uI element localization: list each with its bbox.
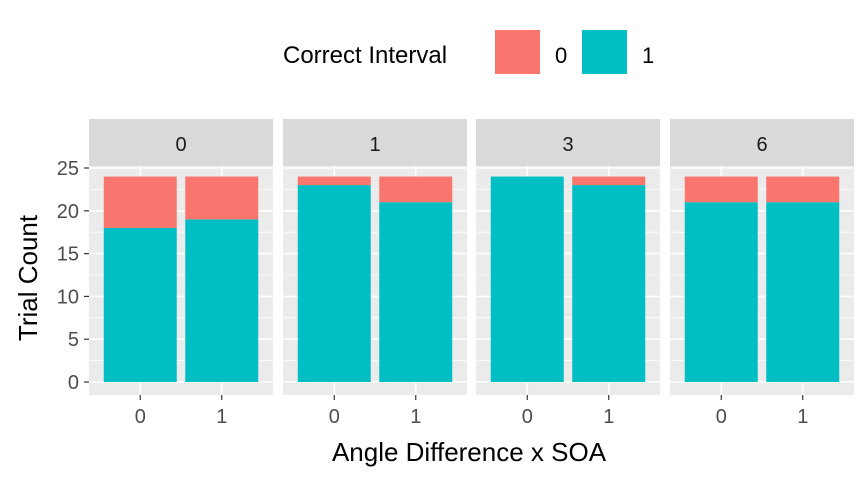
x-tick-label: 1 [216,406,227,428]
facet-panel-0: 0 0 1 [89,119,273,428]
legend-title: Correct Interval [283,42,447,69]
x-tick-label: 0 [522,406,533,428]
bar-segment-0 [684,176,758,203]
facet-panel-1: 1 0 1 [283,119,467,428]
bar-segment-1 [572,185,646,382]
facet-panel-6: 6 0 1 [670,119,854,428]
x-tick-label: 0 [135,406,146,428]
bar-segment-1 [684,202,758,382]
facet-panels: 0 0 1 1 0 1 3 0 1 6 0 1 [89,119,854,428]
bar-segment-0 [103,176,177,228]
facet-strip [89,119,273,166]
bar-segment-0 [297,176,371,186]
y-tick-label: 10 [57,286,79,308]
x-tick-label: 0 [716,406,727,428]
y-axis: 0 5 10 15 20 25 [57,158,89,394]
legend-label-0: 0 [555,43,567,68]
bar-segment-1 [379,202,453,382]
x-tick-label: 0 [329,406,340,428]
bar-segment-0 [572,176,646,186]
facet-strip-label: 1 [369,134,380,156]
facet-panel-3: 3 0 1 [476,119,660,428]
bar-segment-1 [766,202,840,382]
legend-key-1 [582,30,627,74]
facet-strip-label: 6 [756,134,767,156]
legend: Correct Interval 0 1 [283,30,654,74]
facet-strip [476,119,660,166]
x-tick-label: 1 [603,406,614,428]
bar-segment-1 [185,219,259,382]
y-tick-label: 25 [57,158,79,180]
y-axis-label: Trial Count [13,214,43,341]
legend-key-0 [495,30,540,74]
facet-strip [670,119,854,166]
bar-segment-0 [185,176,259,220]
y-tick-label: 20 [57,201,79,223]
bar-segment-1 [490,176,564,382]
bar-segment-1 [297,185,371,382]
facet-strip-label: 3 [562,134,573,156]
x-tick-label: 1 [410,406,421,428]
x-tick-label: 1 [797,406,808,428]
x-axis-label: Angle Difference x SOA [332,437,607,467]
bar-segment-1 [103,227,177,382]
legend-label-1: 1 [642,43,654,68]
facet-strip [283,119,467,166]
y-tick-label: 5 [68,329,79,351]
bar-segment-0 [379,176,453,203]
y-tick-label: 15 [57,244,79,266]
facet-strip-label: 0 [175,134,186,156]
bar-segment-0 [766,176,840,203]
y-tick-label: 0 [68,372,79,394]
